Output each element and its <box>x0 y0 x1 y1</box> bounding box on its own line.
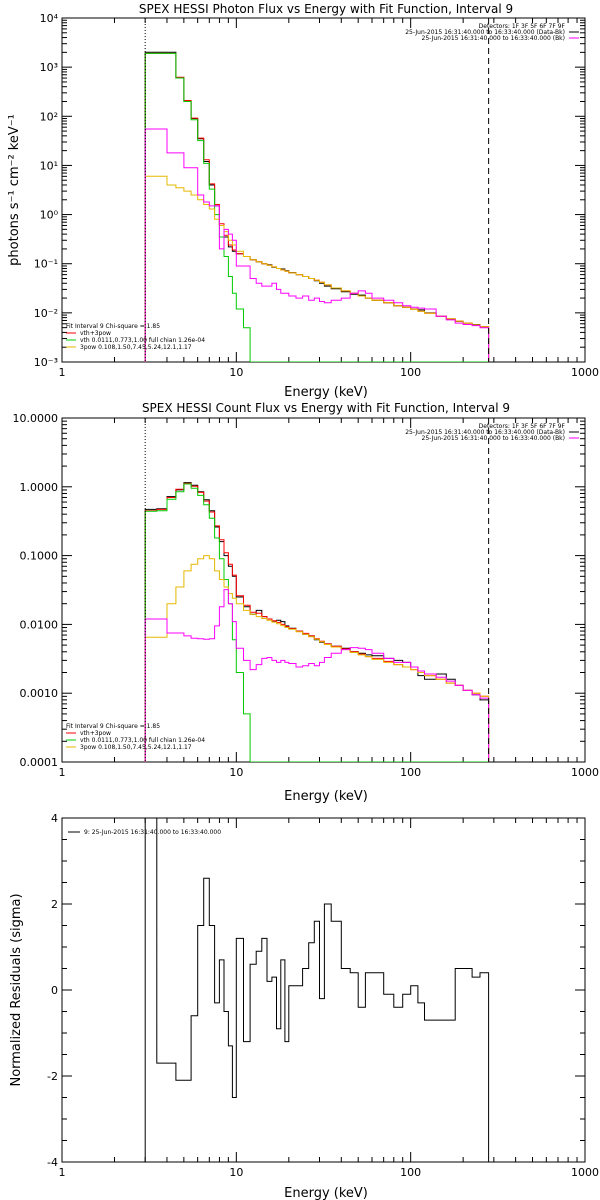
legend-entry: vth 0.0111,0.773,1.00 full chian 1.26e-0… <box>80 737 205 744</box>
plot-area <box>144 51 490 362</box>
x-tick-label: 1 <box>59 766 66 779</box>
x-tick-label: 10 <box>229 766 243 779</box>
x-tick-label: 1000 <box>571 1166 599 1179</box>
y-tick-label: 10⁴ <box>40 12 59 25</box>
x-tick-label: 100 <box>400 1166 421 1179</box>
y-tick-label: 10² <box>40 110 58 123</box>
panel3-ylabel: Normalized Residuals (sigma) <box>9 893 24 1086</box>
y-tick-label: 0.0001 <box>20 756 59 769</box>
panel2-xlabel: Energy (keV) <box>284 789 368 804</box>
y-tick-label: 1.0000 <box>20 481 59 494</box>
series-bk <box>144 128 490 362</box>
legend-entry: Fit Interval 9 Chi-square = 1.85 <box>66 723 160 730</box>
y-tick-label: 10³ <box>40 61 58 74</box>
legend-entry: 25-Jun-2015 16:31:40.000 to 16:33:40.000… <box>422 35 565 42</box>
x-tick-label: 1 <box>59 1166 66 1179</box>
series-bk <box>144 589 490 762</box>
y-tick-label: 10⁻¹ <box>34 258 58 271</box>
legend-entry: 3pow 0.108,1.50,7.45,5.24,12.1,1.17 <box>80 344 192 351</box>
x-tick-label: 100 <box>400 766 421 779</box>
legend-entry: 25-Jun-2015 16:31:40.000 to 16:33:40.000… <box>422 435 565 442</box>
x-tick-label: 10 <box>229 1166 243 1179</box>
legend-entry: 3pow 0.108,1.50,7.45,5.24,12.1,1.17 <box>80 744 192 751</box>
residuals-panel: Energy (keV) Normalized Residuals (sigma… <box>9 812 599 1200</box>
y-tick-label: 10⁻³ <box>34 356 58 369</box>
y-tick-label: 10.0000 <box>13 412 59 425</box>
y-tick-label: -4 <box>47 1156 58 1169</box>
x-tick-label: 1000 <box>571 366 599 379</box>
y-tick-label: 0.0100 <box>20 618 59 631</box>
x-tick-label: 1 <box>59 366 66 379</box>
y-tick-label: 0.0010 <box>20 687 59 700</box>
y-tick-label: 10¹ <box>40 159 58 172</box>
plot-area <box>144 818 490 1162</box>
x-tick-label: 10 <box>229 366 243 379</box>
panel1-xlabel: Energy (keV) <box>284 385 368 400</box>
legend-entry: Detectors: 1F 3F 5F 6F 7F 9F <box>479 23 566 30</box>
panel3-xlabel: Energy (keV) <box>284 1186 368 1200</box>
panel1-title: SPEX HESSI Photon Flux vs Energy with Fi… <box>139 2 513 16</box>
plot-area <box>144 482 490 762</box>
legend-entry: 25-Jun-2015 16:31:40.000 to 16:33:40.000… <box>405 429 565 436</box>
y-tick-label: 0 <box>51 984 58 997</box>
panel1-ylabel: photons s⁻¹ cm⁻² keV⁻¹ <box>7 114 22 266</box>
series-3pow <box>144 175 490 362</box>
x-tick-label: 100 <box>400 366 421 379</box>
photon-flux-panel: SPEX HESSI Photon Flux vs Energy with Fi… <box>7 2 599 400</box>
legend-entry: 9: 25-Jun-2015 16:31:40.000 to 16:33:40.… <box>84 829 221 836</box>
count-flux-panel: SPEX HESSI Count Flux vs Energy with Fit… <box>13 401 600 804</box>
y-tick-label: 10⁻² <box>34 307 58 320</box>
series-3pow <box>144 555 490 762</box>
y-tick-label: 10⁰ <box>40 209 59 222</box>
y-tick-label: -2 <box>47 1070 58 1083</box>
x-tick-label: 1000 <box>571 766 599 779</box>
legend-entry: 25-Jun-2015 16:31:40.000 to 16:33:40.000… <box>405 29 565 36</box>
y-tick-label: 2 <box>51 898 58 911</box>
series-vth <box>144 483 489 762</box>
series-vth <box>144 52 489 362</box>
legend-entry: Detectors: 1F 3F 5F 6F 7F 9F <box>479 423 566 430</box>
series-residuals <box>144 818 490 1162</box>
legend-entry: vth+3pow <box>80 330 111 337</box>
y-tick-label: 0.1000 <box>20 550 59 563</box>
legend-entry: vth 0.0111,0.773,1.00 full chian 1.26e-0… <box>80 337 205 344</box>
y-tick-label: 4 <box>51 812 58 825</box>
panel2-title: SPEX HESSI Count Flux vs Energy with Fit… <box>142 401 510 415</box>
legend-entry: Fit Interval 9 Chi-square = 1.85 <box>66 323 160 330</box>
legend-entry: vth+3pow <box>80 730 111 737</box>
